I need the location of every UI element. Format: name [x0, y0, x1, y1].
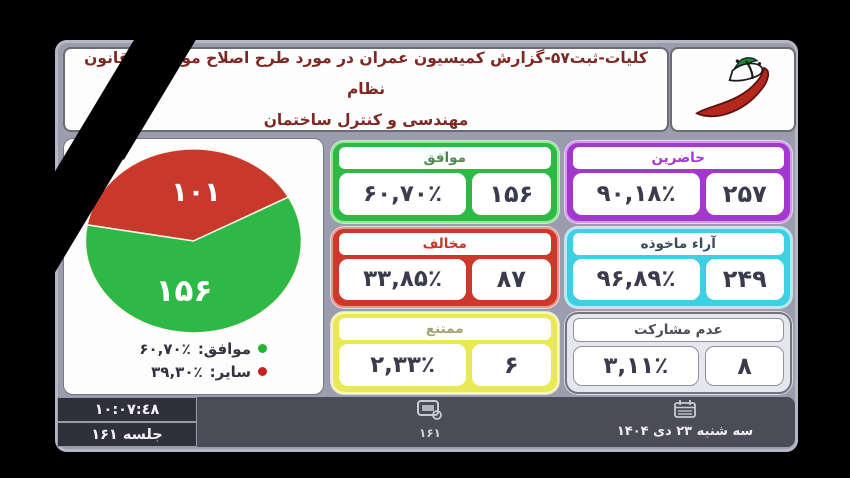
stat-percent: ۳,۱۱٪: [572, 346, 700, 386]
legend-label: سایر:: [209, 362, 251, 381]
stat-count: ۲۵۷: [705, 173, 784, 215]
date-indicator: سه شنبه ۲۳ دی ۱۴۰۴: [600, 399, 770, 439]
stat-count: ۱۵۶: [472, 173, 551, 215]
legend-dot-green: [258, 344, 267, 353]
stat-label: آراء ماخوذه: [572, 232, 784, 255]
screen-number: ۱۶۱: [419, 426, 441, 440]
stat-count: ۶: [472, 344, 551, 386]
stat-box-agree: موافق ۶۰,۷۰٪ ۱۵۶: [331, 141, 559, 223]
majlis-logo-box: [670, 47, 796, 132]
main-panel: کلیات-ثبت۵۷-گزارش کمیسیون عمران در مورد …: [55, 40, 798, 452]
stat-percent: ۹۰,۱۸٪: [572, 173, 700, 215]
stat-box-oppose: مخالف ۳۳,۸۵٪ ۸۷: [331, 226, 559, 309]
stat-box-present: حاضرین ۹۰,۱۸٪ ۲۵۷: [564, 141, 792, 223]
stat-percent: ۲,۳۳٪: [339, 344, 467, 386]
pie-chart: ۱۰۱ ۱۵۶: [84, 148, 303, 334]
stat-count: ۸: [705, 346, 784, 386]
session-number: جلسه ۱۶۱: [57, 422, 197, 447]
legend-value: ۳۹,۳۰٪: [151, 362, 203, 381]
legend-item-others: سایر: ۳۹,۳۰٪: [64, 360, 309, 383]
legend-label: موافق:: [197, 339, 251, 358]
stat-percent: ۹۶,۸۹٪: [572, 258, 700, 301]
legend-dot-red: [258, 367, 267, 376]
majlis-logo-icon: [695, 56, 770, 117]
vote-stats-grid: موافق ۶۰,۷۰٪ ۱۵۶ حاضرین ۹۰,۱۸٪ ۲۵۷ مخالف…: [331, 141, 792, 394]
legend-item-agree: موافق: ۶۰,۷۰٪: [64, 337, 309, 360]
date-text: سه شنبه ۲۳ دی ۱۴۰۴: [616, 424, 754, 439]
stat-box-abstain: ممتنع ۲,۳۳٪ ۶: [331, 312, 559, 394]
agenda-title-box: کلیات-ثبت۵۷-گزارش کمیسیون عمران در مورد …: [63, 47, 669, 132]
time-session-box: ١٠:٠٧:٤٨ جلسه ۱۶۱: [57, 397, 197, 447]
screen-indicator: ۱۶۱: [400, 399, 460, 440]
stat-count: ۸۷: [472, 258, 551, 301]
agenda-title-line2: مهندسی و کنترل ساختمان: [263, 111, 469, 129]
stat-percent: ۳۳,۸۵٪: [339, 258, 467, 301]
pie-slice-agree: [84, 196, 303, 334]
stat-box-no-participation: عدم مشارکت ۳,۱۱٪ ۸: [564, 312, 792, 394]
stat-count: ۲۴۹: [705, 258, 784, 301]
monitor-icon: [417, 400, 442, 420]
legend-value: ۶۰,۷۰٪: [139, 339, 191, 358]
pie-others-value: ۱۰۱: [171, 177, 220, 208]
stat-label: حاضرین: [572, 147, 784, 169]
pie-agree-value: ۱۵۶: [156, 273, 213, 309]
pie-legend: موافق: ۶۰,۷۰٪ سایر: ۳۹,۳۰٪: [64, 337, 309, 383]
calendar-icon: [674, 400, 696, 418]
stat-label: مخالف: [339, 232, 551, 255]
stat-label: ممتنع: [339, 318, 551, 341]
stat-box-votes-cast: آراء ماخوذه ۹۶,۸۹٪ ۲۴۹: [564, 226, 792, 309]
stat-label: موافق: [339, 147, 551, 169]
stat-label: عدم مشارکت: [572, 318, 784, 343]
stat-percent: ۶۰,۷۰٪: [339, 173, 467, 215]
clock-time: ١٠:٠٧:٤٨: [57, 397, 197, 422]
agenda-title-line1: کلیات-ثبت۵۷-گزارش کمیسیون عمران در مورد …: [84, 49, 648, 98]
